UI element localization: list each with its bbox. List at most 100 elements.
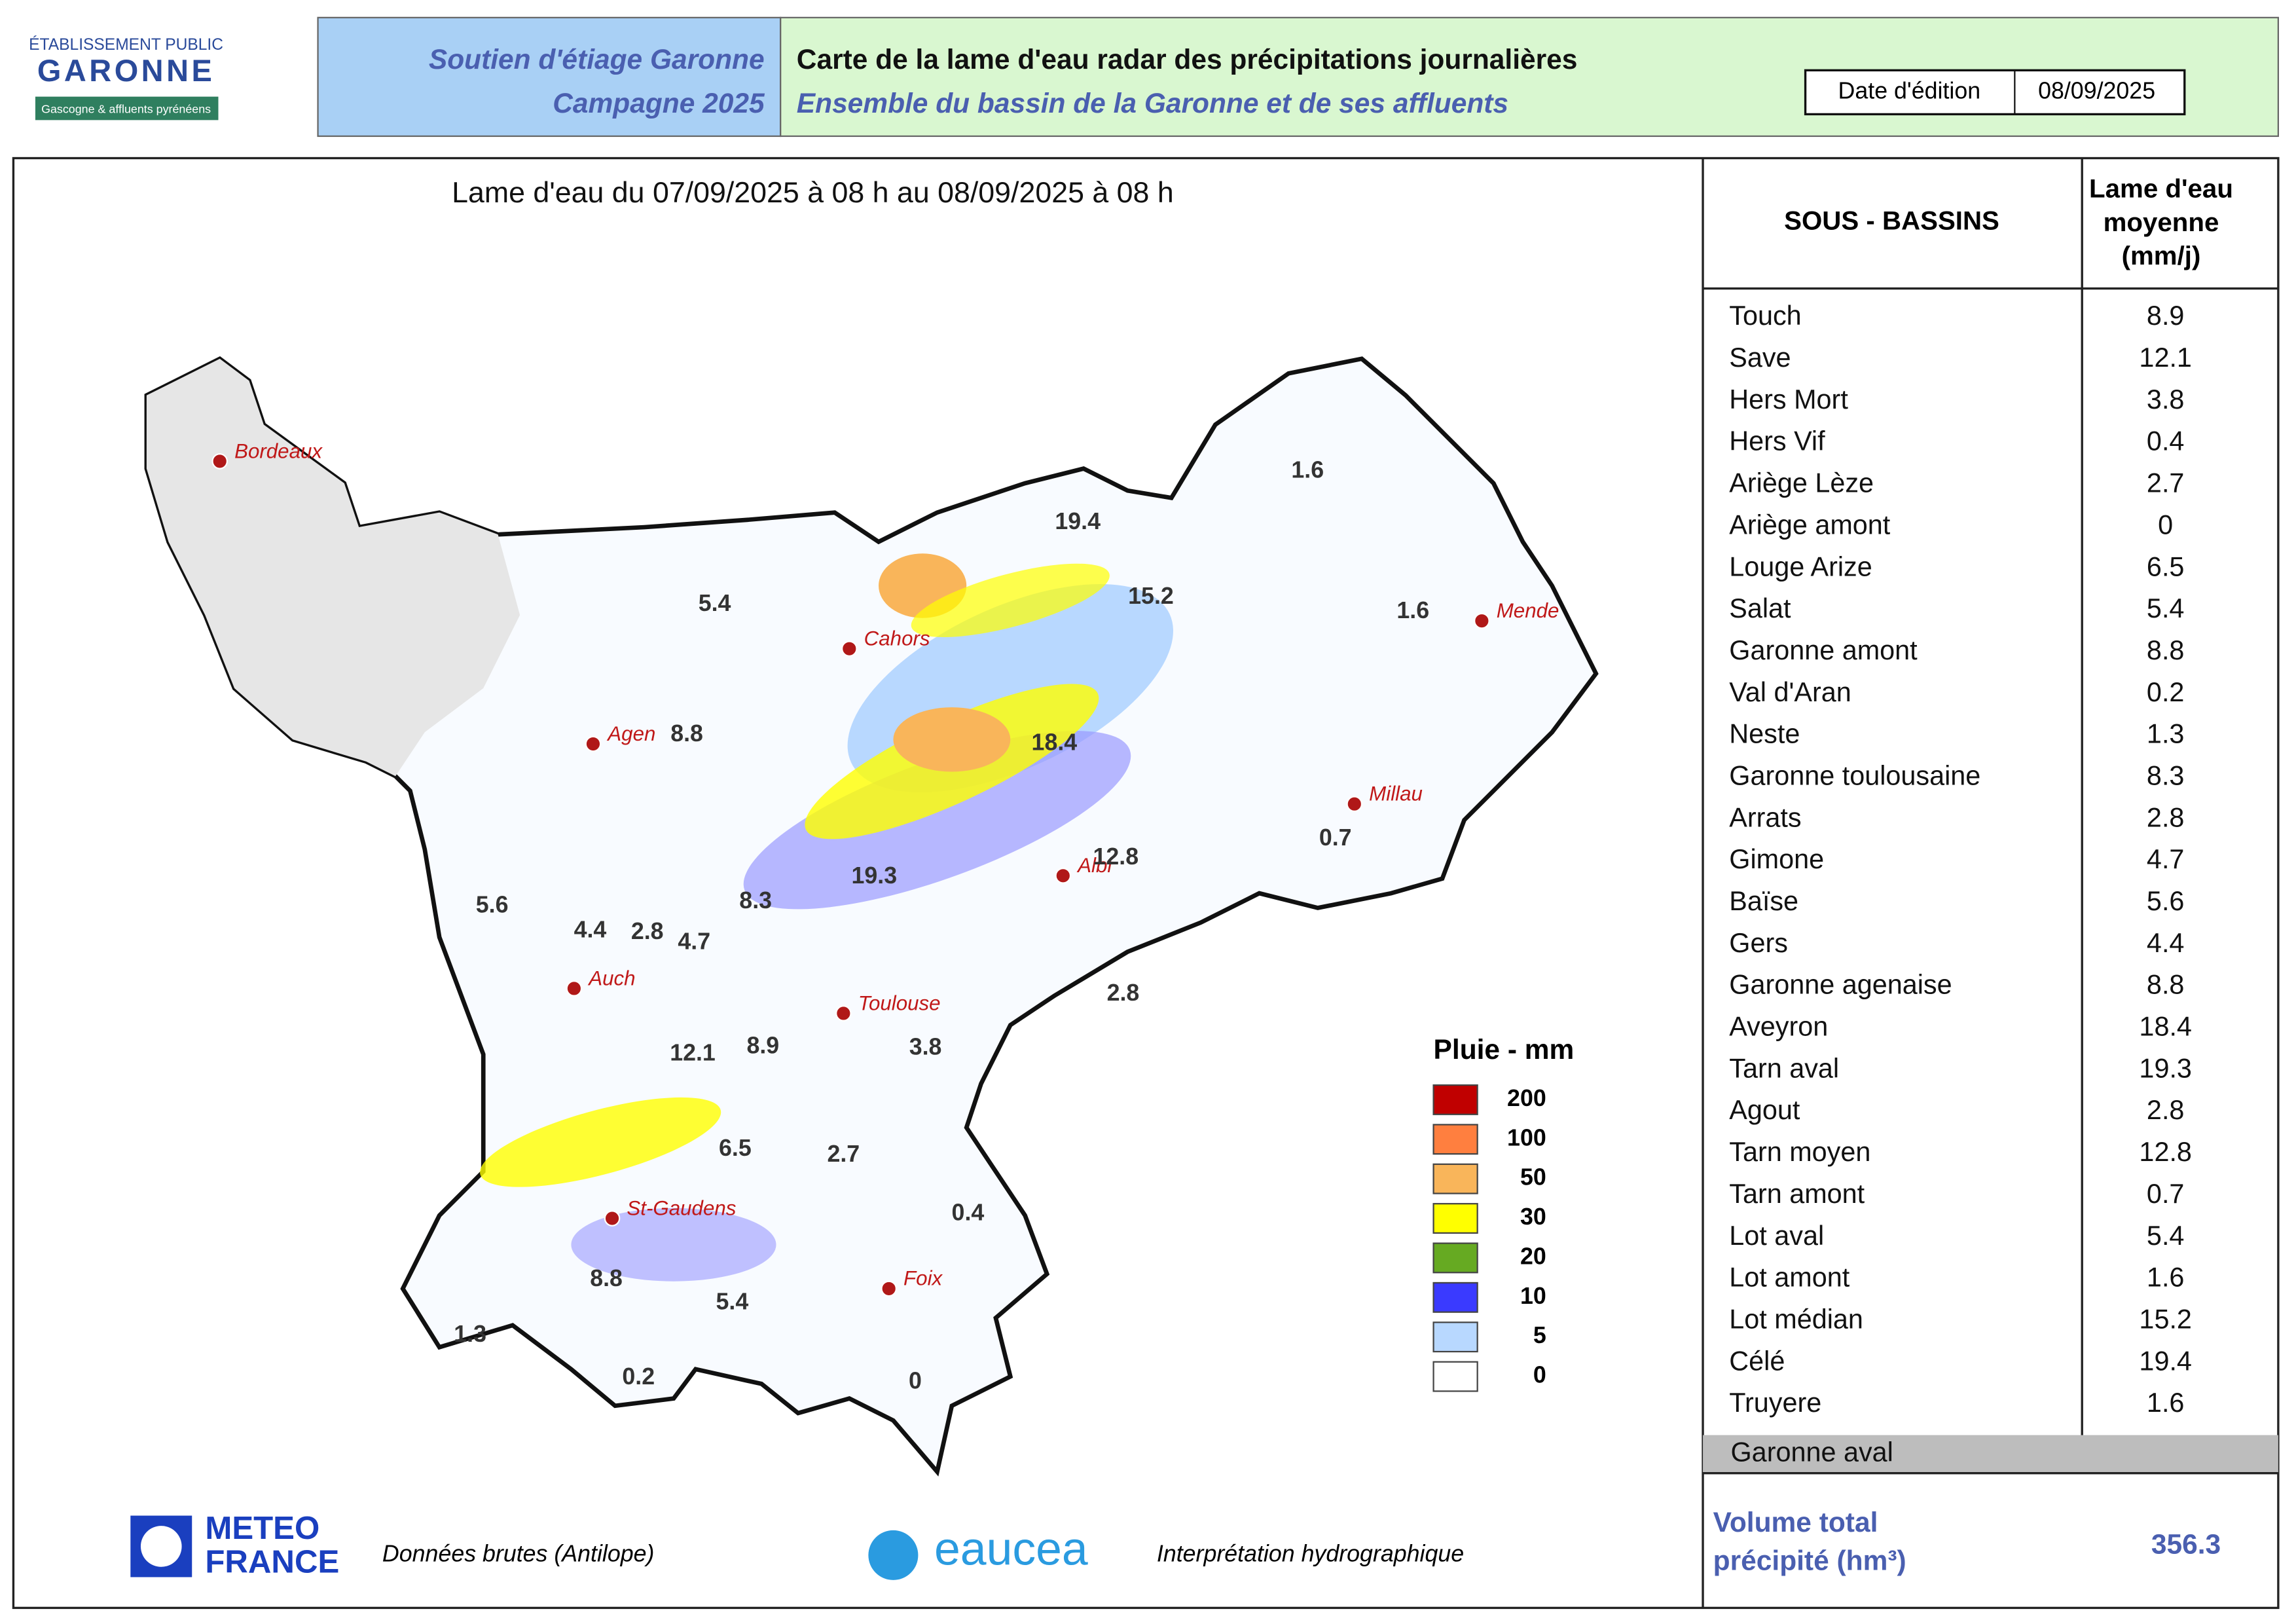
basin-value: 0.4 <box>952 1199 985 1225</box>
basin-value: 8.3 <box>739 887 772 913</box>
table-cell: Salat <box>1729 593 1791 623</box>
table-cell: Garonne aval <box>1731 1437 1893 1467</box>
table-cell: 8.8 <box>2147 635 2184 665</box>
date-value: 08/09/2025 <box>2038 77 2155 103</box>
table-cell: Hers Mort <box>1729 384 1848 415</box>
table-header: Lame d'eau <box>2089 174 2233 203</box>
legend-label: 5 <box>1533 1322 1546 1348</box>
city-label: Toulouse <box>858 991 941 1014</box>
table-cell: 1.3 <box>2147 719 2184 749</box>
city-label: Foix <box>903 1267 943 1290</box>
city-marker <box>841 640 858 657</box>
meteo-text: FRANCE <box>205 1543 339 1579</box>
campaign-text: Soutien d'étiage Garonne <box>429 45 765 75</box>
eaucea-text: eaucea <box>934 1522 1088 1575</box>
legend-swatch <box>1432 1282 1478 1313</box>
city-marker <box>211 453 228 470</box>
logo-band <box>35 96 219 120</box>
table-cell: 0 <box>2158 509 2173 540</box>
basin-value: 0.2 <box>622 1363 655 1390</box>
gironde-area <box>146 358 520 777</box>
table-cell: 4.7 <box>2147 844 2184 874</box>
table-cell: Save <box>1729 342 1791 373</box>
table-cell: Arrats <box>1729 802 1801 832</box>
city-label: Bordeaux <box>234 439 323 462</box>
radar-zone <box>893 707 1011 772</box>
table-header: moyenne <box>2104 208 2219 237</box>
table-cell: Neste <box>1729 719 1800 749</box>
city-marker <box>566 980 583 997</box>
table-cell: Garonne amont <box>1729 635 1918 665</box>
table-cell: 4.4 <box>2147 928 2184 958</box>
table-cell: Val d'Aran <box>1729 677 1851 707</box>
table-cell: Tarn amont <box>1729 1179 1865 1209</box>
table-cell: Gers <box>1729 928 1788 958</box>
basin-value: 5.4 <box>716 1289 749 1315</box>
radar-zone <box>911 563 1110 638</box>
basin-value: 1.3 <box>454 1321 486 1347</box>
table-cell: Agout <box>1729 1095 1800 1125</box>
table-cell: Truyere <box>1729 1388 1821 1418</box>
table-cell: Lot amont <box>1729 1263 1850 1293</box>
eaucea-note: Interprétation hydrographique <box>1157 1540 1464 1566</box>
table-cell: 0.4 <box>2147 426 2184 456</box>
city-marker <box>835 1005 852 1022</box>
table-cell: Hers Vif <box>1729 426 1825 456</box>
legend-swatch <box>1432 1203 1478 1234</box>
total-label: Volume total <box>1713 1507 1878 1538</box>
basin-value: 0 <box>909 1367 922 1393</box>
basin-value: 5.6 <box>476 892 509 918</box>
basin-value: 12.1 <box>670 1040 716 1066</box>
table-header: SOUS - BASSINS <box>1784 206 1999 236</box>
basin-value: 8.9 <box>746 1032 779 1058</box>
title: Carte de la lame d'eau radar des précipi… <box>797 45 1578 75</box>
city-label: Auch <box>587 967 635 989</box>
city-label: Millau <box>1369 783 1423 805</box>
total-label: précipité (hm³) <box>1713 1545 1906 1576</box>
meteo-text: METEO <box>205 1510 319 1546</box>
table-cell: 18.4 <box>2139 1012 2192 1042</box>
city-label: Agen <box>606 722 655 745</box>
city-label: St-Gaudens <box>627 1196 736 1219</box>
basin-value: 1.6 <box>1396 597 1429 623</box>
basin-value: 8.8 <box>590 1265 623 1291</box>
basin-value: 0.7 <box>1319 824 1352 851</box>
legend-title: Pluie - mm <box>1434 1035 1575 1065</box>
total-value: 356.3 <box>2151 1530 2221 1560</box>
legend-swatch <box>1432 1321 1478 1353</box>
table-cell: Gimone <box>1729 844 1824 874</box>
table-cell: Lot médian <box>1729 1304 1863 1334</box>
table-cell: 3.8 <box>2147 384 2184 415</box>
table-cell: Ariège Lèze <box>1729 468 1874 498</box>
legend-swatch <box>1432 1163 1478 1194</box>
city-marker <box>1055 867 1072 884</box>
table-cell: 19.3 <box>2139 1053 2192 1083</box>
table-cell: 5.4 <box>2147 1221 2184 1251</box>
radar-zone <box>480 1097 721 1187</box>
table-cell: Garonne toulousaine <box>1729 760 1980 790</box>
basin-value: 15.2 <box>1128 583 1174 609</box>
table-cell: 12.8 <box>2139 1137 2192 1167</box>
table-cell: Touch <box>1729 301 1801 331</box>
legend-label: 50 <box>1520 1164 1546 1190</box>
city-label: Cahors <box>864 627 930 650</box>
logo-text: Gascogne & affluents pyrénéens <box>41 102 211 115</box>
date-box <box>1804 69 2186 116</box>
eaucea-logo <box>868 1530 919 1580</box>
legend-swatch <box>1432 1361 1478 1392</box>
basin-value: 3.8 <box>909 1034 942 1060</box>
city-marker <box>1474 612 1490 629</box>
table-cell: 2.8 <box>2147 802 2184 832</box>
table-cell: Lot aval <box>1729 1221 1824 1251</box>
table-cell: 1.6 <box>2147 1388 2184 1418</box>
campaign-text: Campagne 2025 <box>553 88 765 119</box>
basin-value: 5.4 <box>699 590 731 616</box>
basin-value: 18.4 <box>1032 729 1078 755</box>
city-label: Mende <box>1497 599 1559 622</box>
table-cell: 6.5 <box>2147 551 2184 581</box>
legend-swatch <box>1432 1124 1478 1155</box>
legend-label: 0 <box>1533 1362 1546 1388</box>
legend-label: 30 <box>1520 1204 1546 1230</box>
legend-label: 20 <box>1520 1243 1546 1269</box>
